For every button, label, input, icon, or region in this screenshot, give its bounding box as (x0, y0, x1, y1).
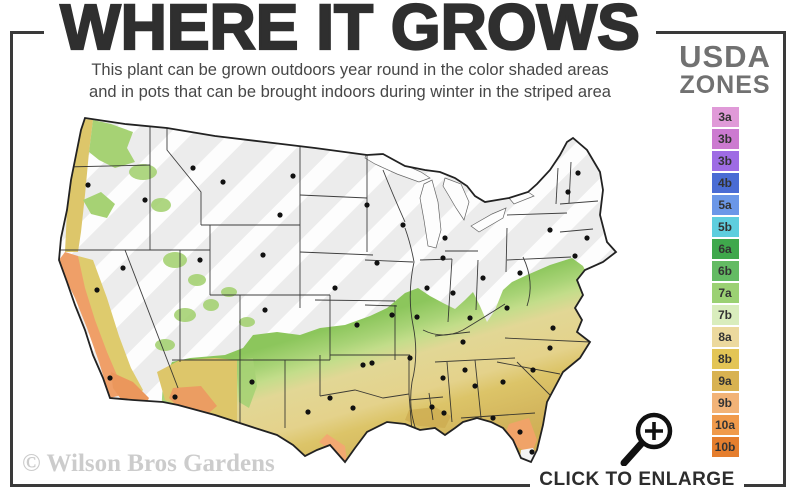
city-dot (450, 290, 456, 296)
city-dot (565, 189, 571, 195)
city-dot (262, 307, 268, 313)
zone-chip-3b: 3b (711, 129, 739, 149)
watermark: © Wilson Bros Gardens (22, 450, 275, 477)
oregon-green-area (83, 192, 115, 218)
city-dot (374, 260, 380, 266)
city-dot (332, 285, 338, 291)
city-dot (440, 375, 446, 381)
city-dot (94, 287, 100, 293)
city-dot (107, 375, 113, 381)
city-dot (389, 312, 395, 318)
city-dot (500, 379, 506, 385)
us-hardiness-zone-map[interactable] (15, 110, 665, 470)
zone-chip-8a: 8a (711, 327, 739, 347)
pacific-northwest-gold-strip (65, 118, 93, 252)
city-dot (547, 227, 553, 233)
lake-huron (442, 177, 470, 221)
zone-list: 3a 3b 3b 4b 5a 5b 6a 6b 7a 7b 8a 8b 9a 9b 10a 10b (660, 107, 790, 457)
map-fill-layers (59, 118, 616, 462)
city-dot (442, 235, 448, 241)
page-title: WHERE IT GROWS (44, 0, 656, 60)
lake-michigan (419, 179, 442, 249)
legend-title-zones: ZONES (679, 71, 771, 99)
subtitle-line-1: This plant can be grown outdoors year ro… (91, 61, 609, 79)
city-dot (260, 252, 266, 258)
city-dot (529, 449, 535, 455)
lake-erie (470, 207, 507, 233)
zone-chip-6b: 6b (711, 261, 739, 281)
zone-chip-4b: 4b (711, 173, 739, 193)
city-dot (354, 322, 360, 328)
city-dot (197, 257, 203, 263)
city-dot (407, 355, 413, 361)
city-dot (360, 362, 366, 368)
city-dot (530, 367, 536, 373)
city-dot (369, 360, 375, 366)
zone-chip-5b: 5b (711, 217, 739, 237)
zone-chip-8b: 8b (711, 349, 739, 369)
zone-chip-10a: 10a (711, 415, 739, 435)
city-dot (85, 182, 91, 188)
city-dot (467, 315, 473, 321)
us-outline (58, 116, 618, 464)
usda-zones-legend: USDA ZONES 3a 3b 3b 4b 5a 5b 6a 6b 7a 7b 8a 8b 9a 9b 1… (660, 39, 790, 457)
city-dot (220, 179, 226, 185)
city-dot (584, 235, 590, 241)
magnifier-zoom-icon[interactable] (608, 406, 680, 470)
city-dot (249, 379, 255, 385)
new-mexico-green-edge (237, 358, 257, 408)
zone-chip-3a: 3a (711, 107, 739, 127)
city-dot (441, 410, 447, 416)
city-dot (142, 197, 148, 203)
city-dot (190, 165, 196, 171)
zone-chip-9b: 9b (711, 393, 739, 413)
city-dot (364, 202, 370, 208)
zone-chip-5a: 5a (711, 195, 739, 215)
subtitle: This plant can be grown outdoors year ro… (30, 60, 670, 104)
city-dot (504, 305, 510, 311)
state-borders (59, 122, 599, 433)
city-dot (414, 314, 420, 320)
florida-orange-center (505, 418, 537, 454)
legend-title-usda: USDA (679, 39, 771, 74)
city-dot (517, 270, 523, 276)
city-dot (517, 429, 523, 435)
city-dot (460, 339, 466, 345)
city-dot (480, 275, 486, 281)
subtitle-line-2: and in pots that can be brought indoors … (89, 82, 611, 101)
city-dot (350, 405, 356, 411)
city-dot (120, 265, 126, 271)
city-dot (400, 222, 406, 228)
city-dot (277, 212, 283, 218)
city-dot (490, 415, 496, 421)
washington-green-area (89, 120, 135, 168)
city-dots-layer (85, 165, 590, 455)
city-dot (472, 383, 478, 389)
city-dot (572, 253, 578, 259)
city-dot (575, 170, 581, 176)
california-valley-gold (78, 256, 143, 402)
zone-chip-7b: 7b (711, 305, 739, 325)
california-coast-orange (59, 252, 125, 398)
city-dot (305, 409, 311, 415)
city-dot (424, 285, 430, 291)
zone-chip-7a: 7a (711, 283, 739, 303)
zone-chip-10b: 10b (711, 437, 739, 457)
city-dot (429, 404, 435, 410)
zone-chip-6a: 6a (711, 239, 739, 259)
city-dot (327, 395, 333, 401)
click-to-enlarge-button[interactable]: CLICK TO ENLARGE (530, 466, 744, 495)
zone-chip-9a: 9a (711, 371, 739, 391)
zone-chip-3b: 3b (711, 151, 739, 171)
city-dot (440, 255, 446, 261)
city-dot (462, 367, 468, 373)
arizona-orange-center (169, 386, 217, 418)
city-dot (290, 173, 296, 179)
great-lakes (364, 151, 535, 249)
city-dot (550, 325, 556, 331)
louisiana-coast-dark-gold (405, 407, 451, 428)
city-dot (172, 394, 178, 400)
city-dot (547, 345, 553, 351)
